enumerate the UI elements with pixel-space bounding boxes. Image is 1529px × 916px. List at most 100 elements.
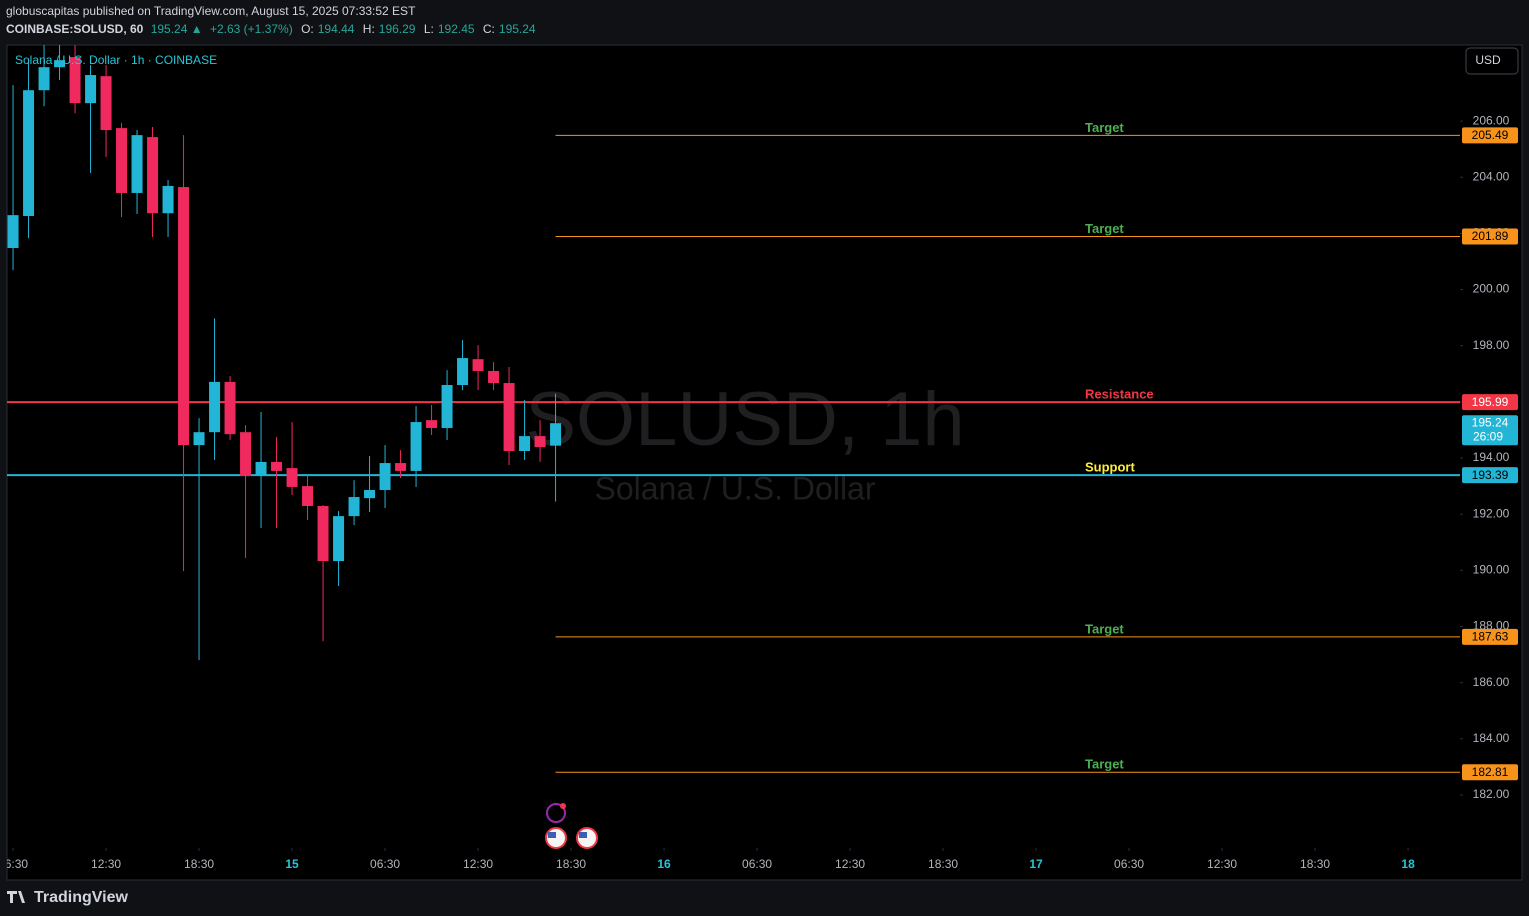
logo-mark bbox=[7, 891, 25, 903]
level-label: Resistance bbox=[1085, 387, 1154, 402]
x-tick-label: 18:30 bbox=[928, 857, 958, 871]
level-badge bbox=[1462, 764, 1518, 781]
event-icon[interactable] bbox=[546, 803, 566, 823]
x-tick-label: 12:30 bbox=[835, 857, 865, 871]
candle-body bbox=[162, 185, 174, 214]
candle-body bbox=[472, 359, 484, 371]
candle-body bbox=[488, 370, 500, 384]
candle-body bbox=[38, 67, 50, 91]
candle-body bbox=[255, 461, 267, 476]
candle-body bbox=[85, 75, 97, 104]
level-badge bbox=[1462, 228, 1518, 245]
candle-body bbox=[503, 383, 515, 451]
level-badge-label: 205.49 bbox=[1472, 128, 1509, 142]
open: 194.44 bbox=[318, 22, 355, 36]
arrow: ▲ bbox=[191, 22, 203, 36]
y-tick-label: 192.00 bbox=[1473, 506, 1510, 520]
countdown-label: 26:09 bbox=[1473, 429, 1503, 443]
legend: Solana / U.S. Dollar · 1h · COINBASE bbox=[15, 53, 217, 67]
level-label: Target bbox=[1085, 757, 1124, 772]
close: 195.24 bbox=[499, 22, 536, 36]
level-badge-label: 201.89 bbox=[1472, 229, 1509, 243]
y-tick-label: 204.00 bbox=[1473, 169, 1510, 183]
level-label: Target bbox=[1085, 621, 1124, 636]
candle-body bbox=[379, 463, 391, 491]
y-tick-label: 190.00 bbox=[1473, 562, 1510, 576]
y-tick-label: 186.00 bbox=[1473, 675, 1510, 689]
candle-body bbox=[100, 76, 112, 131]
x-tick-label: 06:30 bbox=[370, 857, 400, 871]
candle-body bbox=[410, 422, 422, 471]
flag-canton bbox=[579, 832, 587, 838]
level-badge bbox=[1462, 628, 1518, 645]
candle-body bbox=[302, 486, 314, 507]
event-dot bbox=[560, 803, 566, 809]
candle-body bbox=[147, 137, 159, 214]
candle-body bbox=[54, 60, 66, 68]
x-tick-label: 12:30 bbox=[463, 857, 493, 871]
price-axis: 182.00184.00186.00188.00190.00192.00194.… bbox=[1460, 113, 1518, 801]
last-price-badge bbox=[1462, 415, 1518, 446]
candle-body bbox=[7, 215, 19, 248]
candle-body bbox=[348, 497, 360, 517]
event-icons bbox=[545, 803, 598, 849]
x-tick-label: 12:30 bbox=[1207, 857, 1237, 871]
y-tick-label: 198.00 bbox=[1473, 338, 1510, 352]
candle-body bbox=[116, 128, 128, 193]
x-tick-label: 18 bbox=[1401, 857, 1415, 871]
candle-body bbox=[317, 506, 329, 562]
candle-body bbox=[534, 436, 546, 448]
symbol: COINBASE:SOLUSD, 60 bbox=[6, 22, 144, 36]
ohlc-line: COINBASE:SOLUSD, 60 195.24 ▲ +2.63 (+1.3… bbox=[6, 22, 536, 36]
x-tick-label: 18:30 bbox=[556, 857, 586, 871]
level-badge bbox=[1462, 467, 1518, 484]
y-tick-label: 184.00 bbox=[1473, 731, 1510, 745]
high: 196.29 bbox=[379, 22, 416, 36]
y-tick-label: 200.00 bbox=[1473, 282, 1510, 296]
candle-body bbox=[333, 516, 345, 562]
levels: Target Target Resistance Support Target Targe… bbox=[7, 120, 1460, 773]
x-tick-label: 18:30 bbox=[1300, 857, 1330, 871]
candle-body bbox=[131, 135, 143, 193]
time-axis: 06:30 12:30 18:30 15 06:30 12:30 18:30 16 06:30 1… bbox=[7, 848, 1415, 871]
level-badge-label: 187.63 bbox=[1472, 630, 1509, 644]
currency-button[interactable] bbox=[1465, 47, 1519, 75]
candle-body bbox=[69, 57, 81, 104]
candles bbox=[7, 45, 562, 661]
level-label: Support bbox=[1085, 460, 1135, 475]
candle-body bbox=[178, 187, 190, 446]
candle-body bbox=[193, 432, 205, 446]
candle-body bbox=[426, 420, 438, 428]
x-tick-label: 06:30 bbox=[1114, 857, 1144, 871]
low: 192.45 bbox=[438, 22, 475, 36]
x-tick-label: 16 bbox=[657, 857, 671, 871]
candle-body bbox=[550, 423, 562, 446]
x-tick-label: 06:30 bbox=[742, 857, 772, 871]
last-price-label: 195.24 bbox=[1472, 415, 1509, 429]
x-tick-label: 17 bbox=[1029, 857, 1043, 871]
currency-label[interactable]: USD bbox=[1475, 53, 1501, 67]
candle-body bbox=[23, 90, 35, 216]
y-tick-label: 182.00 bbox=[1473, 787, 1510, 801]
watermark-sub: Solana / U.S. Dollar bbox=[594, 470, 875, 506]
logo: TradingView bbox=[34, 889, 129, 906]
candle-body bbox=[457, 358, 469, 386]
publisher: globuscapitas published on TradingView.c… bbox=[6, 4, 416, 18]
level-badge-label: 195.99 bbox=[1472, 395, 1509, 409]
watermark: SOLUSD, 1h bbox=[525, 377, 964, 462]
level-badge-label: 193.39 bbox=[1472, 468, 1509, 482]
change: +2.63 (+1.37%) bbox=[210, 22, 293, 36]
l-label: L: bbox=[424, 22, 434, 36]
y-tick-label: 194.00 bbox=[1473, 450, 1510, 464]
h-label: H: bbox=[363, 22, 375, 36]
candle-body bbox=[441, 385, 453, 428]
candle-body bbox=[224, 381, 236, 435]
candle-body bbox=[209, 381, 221, 433]
c-label: C: bbox=[483, 22, 495, 36]
candle-body bbox=[240, 432, 252, 476]
o-label: O: bbox=[301, 22, 314, 36]
y-tick-label: 206.00 bbox=[1473, 113, 1510, 127]
flag-canton bbox=[548, 832, 556, 838]
